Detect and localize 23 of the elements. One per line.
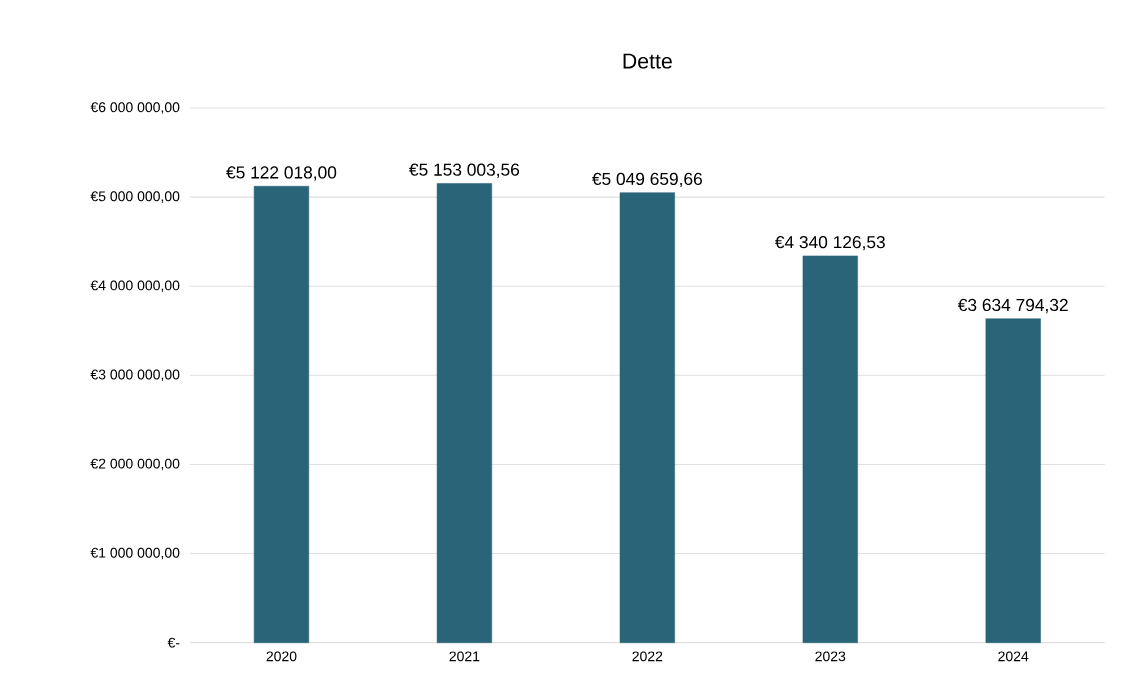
x-tick-label: 2021 (449, 651, 480, 662)
bar (436, 183, 493, 644)
x-tick-label: 2020 (266, 651, 297, 662)
bar (985, 318, 1041, 644)
bar (253, 186, 310, 644)
x-tick-label: 2024 (998, 651, 1029, 662)
data-label: €3 634 794,32 (957, 299, 1068, 314)
y-tick-label: €- (167, 637, 180, 648)
chart-title: Dette (623, 53, 672, 69)
bar (802, 255, 858, 644)
data-label: €5 122 018,00 (226, 166, 337, 181)
y-tick-label: €4 000 000,00 (90, 280, 180, 293)
x-tick-label: 2023 (815, 651, 846, 662)
bar (619, 192, 675, 644)
y-tick-label: €6 000 000,00 (90, 102, 180, 114)
y-tick-label: €3 000 000,00 (90, 369, 180, 382)
x-tick-label: 2022 (632, 651, 663, 662)
y-tick-label: €1 000 000,00 (90, 547, 180, 560)
y-tick-label: €5 000 000,00 (90, 191, 180, 204)
data-label: €5 049 659,66 (592, 172, 702, 188)
data-label: €5 153 003,56 (409, 163, 520, 179)
y-tick-label: €2 000 000,00 (90, 458, 180, 471)
data-label: €4 340 126,53 (774, 236, 885, 251)
